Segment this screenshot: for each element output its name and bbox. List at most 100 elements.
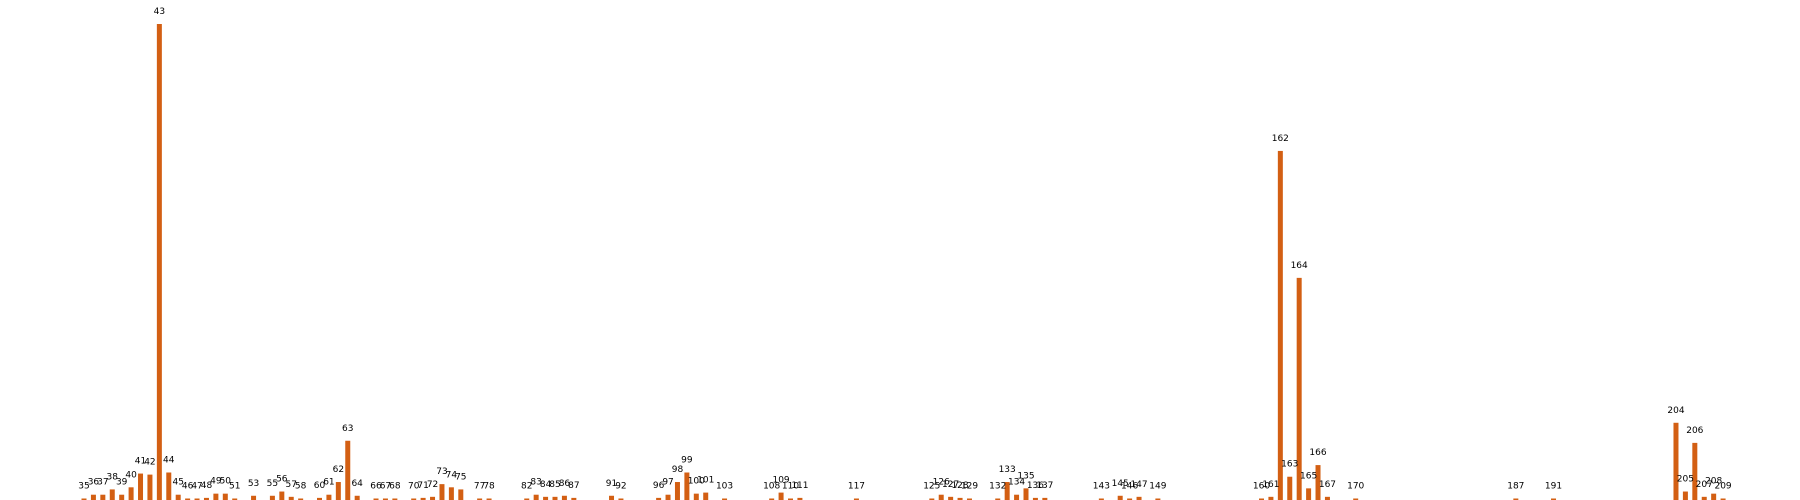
bar-117 — [853, 498, 859, 500]
bar-100 — [693, 493, 699, 500]
bar-label-38: 38 — [107, 472, 119, 482]
bar-206 — [1692, 442, 1698, 500]
bar-label-111: 111 — [791, 481, 808, 491]
bar-label-205: 205 — [1677, 475, 1694, 485]
bar-49 — [213, 493, 219, 500]
bar-label-44: 44 — [163, 456, 175, 466]
bar-72 — [430, 496, 436, 500]
bar-57 — [288, 496, 294, 500]
bar-label-208: 208 — [1705, 477, 1722, 487]
bars-layer — [81, 24, 1726, 500]
bar-74 — [448, 487, 454, 500]
bar-label-73: 73 — [436, 467, 447, 477]
bar-label-58: 58 — [295, 482, 307, 492]
bar-126 — [938, 494, 944, 500]
bar-label-204: 204 — [1667, 406, 1684, 416]
bar-label-64: 64 — [351, 479, 363, 489]
bar-43 — [156, 24, 162, 500]
bar-label-134: 134 — [1008, 478, 1025, 488]
bar-84 — [543, 496, 549, 500]
bar-label-187: 187 — [1507, 482, 1524, 492]
bar-132 — [995, 498, 1001, 500]
bar-47 — [194, 498, 200, 500]
bar-87 — [571, 497, 577, 500]
bar-149 — [1155, 498, 1161, 500]
bar-label-45: 45 — [172, 478, 183, 488]
bar-label-46: 46 — [182, 482, 194, 492]
bar-146 — [1127, 498, 1133, 500]
bar-163 — [1287, 476, 1293, 500]
bar-125 — [929, 498, 935, 500]
bar-label-101: 101 — [697, 476, 714, 486]
bar-label-98: 98 — [672, 465, 684, 475]
bar-label-36: 36 — [88, 478, 100, 488]
bar-label-99: 99 — [681, 456, 693, 466]
bar-97 — [665, 494, 671, 500]
bar-166 — [1315, 465, 1321, 500]
bar-label-74: 74 — [446, 470, 458, 480]
bar-label-37: 37 — [97, 478, 108, 488]
bar-70 — [411, 498, 417, 500]
bar-82 — [524, 498, 530, 500]
bar-label-162: 162 — [1272, 134, 1289, 144]
bar-127 — [948, 496, 954, 500]
bar-207 — [1701, 496, 1707, 500]
bar-label-39: 39 — [116, 478, 128, 488]
bar-label-63: 63 — [342, 424, 353, 434]
bar-204 — [1673, 422, 1679, 500]
bar-label-166: 166 — [1309, 448, 1326, 458]
bar-label-127: 127 — [942, 480, 959, 490]
bar-170 — [1353, 498, 1359, 500]
bar-label-136: 136 — [1027, 481, 1044, 491]
bar-label-135: 135 — [1017, 471, 1034, 481]
bar-label-110: 110 — [782, 482, 799, 492]
bar-label-42: 42 — [144, 458, 155, 468]
bar-label-132: 132 — [989, 482, 1006, 492]
bar-label-146: 146 — [1121, 482, 1138, 492]
bar-label-77: 77 — [474, 482, 485, 492]
bar-58 — [298, 498, 304, 500]
bar-label-129: 129 — [961, 482, 978, 492]
bar-37 — [100, 494, 106, 500]
bar-label-40: 40 — [125, 470, 137, 480]
bar-208 — [1711, 493, 1717, 500]
bar-147 — [1136, 496, 1142, 500]
bar-66 — [373, 498, 379, 500]
bar-96 — [656, 497, 662, 500]
bar-111 — [797, 497, 803, 500]
bar-45 — [175, 494, 181, 500]
bar-44 — [166, 472, 172, 500]
bar-161 — [1268, 496, 1274, 500]
bar-label-86: 86 — [559, 479, 571, 489]
bar-55 — [269, 495, 275, 500]
bar-167 — [1324, 496, 1330, 500]
bar-137 — [1042, 497, 1048, 500]
bar-label-163: 163 — [1281, 460, 1298, 470]
bar-label-72: 72 — [427, 480, 438, 490]
bar-label-48: 48 — [201, 481, 213, 491]
bar-label-92: 92 — [615, 482, 626, 492]
bar-160 — [1259, 498, 1264, 500]
bar-108 — [769, 498, 775, 500]
bar-41 — [138, 473, 144, 500]
bar-label-170: 170 — [1347, 482, 1364, 492]
bar-label-143: 143 — [1093, 482, 1110, 492]
bar-205 — [1682, 491, 1688, 500]
bar-92 — [618, 498, 624, 500]
bar-label-91: 91 — [606, 479, 617, 489]
bar-165 — [1306, 488, 1312, 500]
bar-162 — [1277, 150, 1283, 500]
bar-label-206: 206 — [1686, 426, 1703, 436]
bar-label-55: 55 — [267, 479, 278, 489]
bar-label-191: 191 — [1545, 482, 1562, 492]
bar-label-84: 84 — [540, 480, 552, 490]
bar-label-83: 83 — [530, 478, 541, 488]
bar-label-67: 67 — [380, 482, 391, 492]
bar-label-75: 75 — [455, 472, 466, 482]
bar-99 — [684, 472, 690, 500]
bar-label-207: 207 — [1696, 480, 1713, 490]
bar-label-160: 160 — [1253, 482, 1270, 492]
bar-209 — [1720, 498, 1726, 500]
bar-38 — [109, 489, 115, 500]
